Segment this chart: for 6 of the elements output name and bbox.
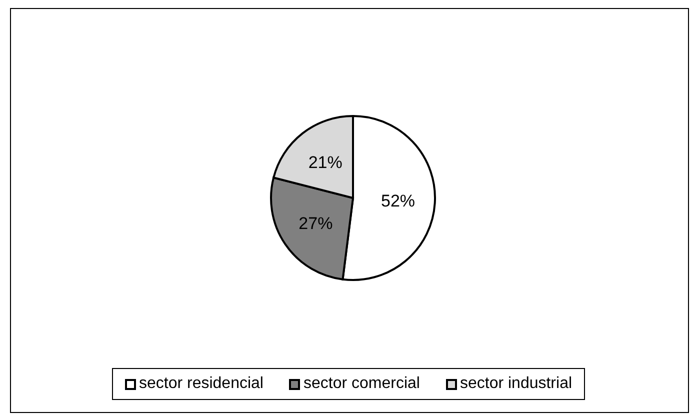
data-label: 27% bbox=[298, 214, 333, 233]
legend-label: sector residencial bbox=[138, 375, 264, 393]
legend-label: sector comercial bbox=[302, 375, 420, 393]
legend-label: sector industrial bbox=[458, 375, 572, 393]
data-label: 52% bbox=[380, 191, 416, 210]
data-label: 21% bbox=[308, 152, 342, 172]
